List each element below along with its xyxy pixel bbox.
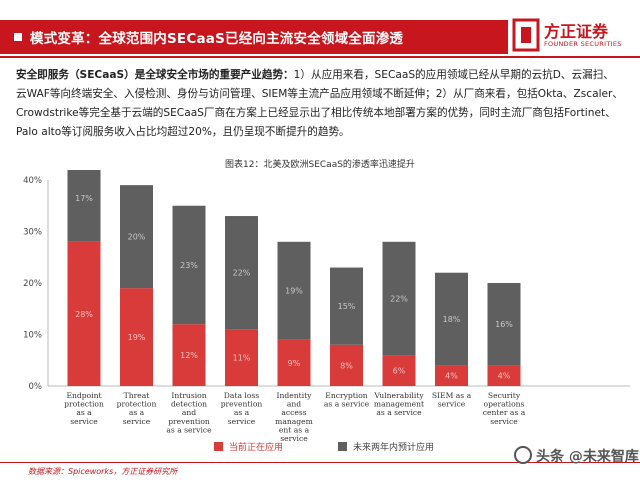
legend-swatch-future bbox=[338, 442, 347, 451]
data-label-future: 23% bbox=[180, 261, 198, 270]
bar-future bbox=[435, 272, 468, 366]
bar-future bbox=[172, 205, 206, 325]
x-tick-label: Encryption bbox=[325, 391, 368, 400]
data-label-current: 12% bbox=[180, 351, 198, 360]
x-tick-label: ent as a bbox=[279, 425, 310, 434]
x-tick-label: Security bbox=[488, 391, 521, 400]
x-tick-label: as a service bbox=[166, 425, 212, 434]
y-tick-label: 20% bbox=[23, 279, 42, 289]
x-tick-label: as a service bbox=[324, 400, 370, 409]
data-label-future: 22% bbox=[233, 269, 251, 278]
bar-current bbox=[435, 365, 468, 386]
lead-statement: 安全即服务（SECaaS）是全球安全市场的重要产业趋势： bbox=[16, 69, 294, 81]
data-label-future: 22% bbox=[390, 294, 408, 303]
x-tick-label: center as a bbox=[483, 408, 526, 417]
data-label-current: 9% bbox=[288, 359, 301, 368]
bar-current bbox=[67, 241, 101, 386]
bar-current bbox=[330, 344, 363, 386]
data-label-current: 4% bbox=[445, 372, 458, 381]
x-tick-label: service bbox=[490, 417, 518, 426]
bar-future bbox=[67, 170, 101, 242]
data-label-future: 19% bbox=[285, 287, 303, 296]
bar-future bbox=[120, 185, 153, 289]
x-tick-label: Endpoint bbox=[66, 391, 101, 400]
data-label-future: 16% bbox=[495, 320, 513, 329]
x-tick-label: as a bbox=[76, 408, 92, 417]
data-label-future: 17% bbox=[75, 194, 93, 203]
data-label-current: 28% bbox=[75, 310, 93, 319]
square-bullet-icon bbox=[14, 33, 22, 41]
founder-logo-icon bbox=[512, 18, 540, 52]
data-label-future: 15% bbox=[338, 302, 356, 311]
x-tick-label: and bbox=[287, 400, 301, 409]
x-tick-label: as a bbox=[234, 408, 250, 417]
watermark: 头条 @未来智库 bbox=[514, 446, 639, 466]
footer-rule bbox=[0, 462, 640, 463]
x-tick-label: operations bbox=[484, 400, 525, 409]
bar-current bbox=[277, 339, 311, 386]
logo-name: 方正证券 bbox=[544, 22, 609, 41]
title-bar: 模式变革：全球范围内SECaaS已经向主流安全领域全面渗透 bbox=[0, 20, 508, 54]
x-tick-label: SIEM as a bbox=[432, 391, 472, 400]
bar-current bbox=[487, 365, 521, 386]
bar-future bbox=[330, 267, 363, 345]
data-source: 数据来源：Spiceworks，方正证券研究所 bbox=[28, 467, 178, 476]
y-tick-label: 10% bbox=[23, 331, 42, 341]
y-tick-label: 0% bbox=[29, 382, 43, 392]
page-title: 模式变革：全球范围内SECaaS已经向主流安全领域全面渗透 bbox=[30, 31, 404, 47]
bar-future bbox=[225, 216, 258, 330]
x-tick-label: and bbox=[182, 408, 196, 417]
bar-current bbox=[172, 324, 206, 386]
page-footer: 数据来源：Spiceworks，方正证券研究所 bbox=[0, 462, 640, 480]
x-tick-label: access bbox=[281, 408, 306, 417]
body-text: 1）从应用来看，SECaaS的应用领域已经从早期的云抗D、云漏扫、云WAF等向终… bbox=[16, 69, 623, 138]
x-tick-label: detection bbox=[171, 400, 207, 409]
figure-title: 图表12：北美及欧洲SECaaS的渗透率迅速提升 bbox=[225, 160, 415, 170]
header-rule bbox=[0, 56, 640, 58]
bar-current bbox=[120, 288, 153, 386]
x-tick-label: Indentity bbox=[277, 391, 313, 400]
x-tick-label: Vulnerability bbox=[373, 391, 424, 400]
page-header: 模式变革：全球范围内SECaaS已经向主流安全领域全面渗透 方正证券 FOUND… bbox=[0, 0, 640, 58]
legend-swatch-current bbox=[214, 442, 223, 451]
bar-future bbox=[382, 241, 416, 356]
x-tick-label: managem bbox=[275, 417, 313, 426]
watermark-icon bbox=[514, 446, 532, 464]
legend-label-current: 当前正在应用 bbox=[229, 441, 283, 453]
bar-future bbox=[487, 283, 521, 366]
x-tick-label: prevention bbox=[168, 417, 210, 426]
data-label-current: 6% bbox=[393, 367, 406, 376]
x-tick-label: protection bbox=[117, 400, 157, 409]
bar-current bbox=[382, 355, 416, 386]
x-tick-label: protection bbox=[64, 400, 104, 409]
x-tick-label: management bbox=[374, 400, 424, 409]
x-tick-label: as a service bbox=[376, 408, 422, 417]
data-label-current: 4% bbox=[498, 372, 511, 381]
data-label-future: 20% bbox=[128, 233, 146, 242]
bar-current bbox=[225, 329, 258, 386]
x-tick-label: Threat bbox=[124, 391, 150, 400]
x-tick-label: service bbox=[280, 434, 308, 443]
stacked-bar-chart: 0%10%20%30%40%28%17%Endpointprotectionas… bbox=[23, 170, 630, 453]
data-label-current: 19% bbox=[128, 333, 146, 342]
data-label-current: 11% bbox=[233, 354, 251, 363]
x-tick-label: as a bbox=[129, 408, 145, 417]
x-tick-label: service bbox=[70, 417, 98, 426]
x-tick-label: service bbox=[228, 417, 256, 426]
y-tick-label: 30% bbox=[23, 228, 42, 238]
x-tick-label: service bbox=[123, 417, 151, 426]
x-tick-label: Intrusion bbox=[171, 391, 206, 400]
y-tick-label: 40% bbox=[23, 176, 42, 186]
data-label-current: 8% bbox=[340, 361, 353, 370]
data-label-future: 18% bbox=[443, 315, 461, 324]
x-tick-label: service bbox=[438, 400, 466, 409]
founder-logo: 方正证券 FOUNDER SECURITIES bbox=[512, 16, 636, 58]
bar-future bbox=[277, 241, 311, 340]
watermark-text: 头条 @未来智库 bbox=[536, 449, 639, 465]
body-paragraph: 安全即服务（SECaaS）是全球安全市场的重要产业趋势：1）从应用来看，SECa… bbox=[16, 66, 624, 142]
logo-subtitle: FOUNDER SECURITIES bbox=[544, 40, 622, 48]
x-tick-label: Data loss bbox=[224, 391, 260, 400]
legend-label-future: 未来两年内预计应用 bbox=[353, 441, 434, 453]
x-tick-label: prevention bbox=[221, 400, 263, 409]
